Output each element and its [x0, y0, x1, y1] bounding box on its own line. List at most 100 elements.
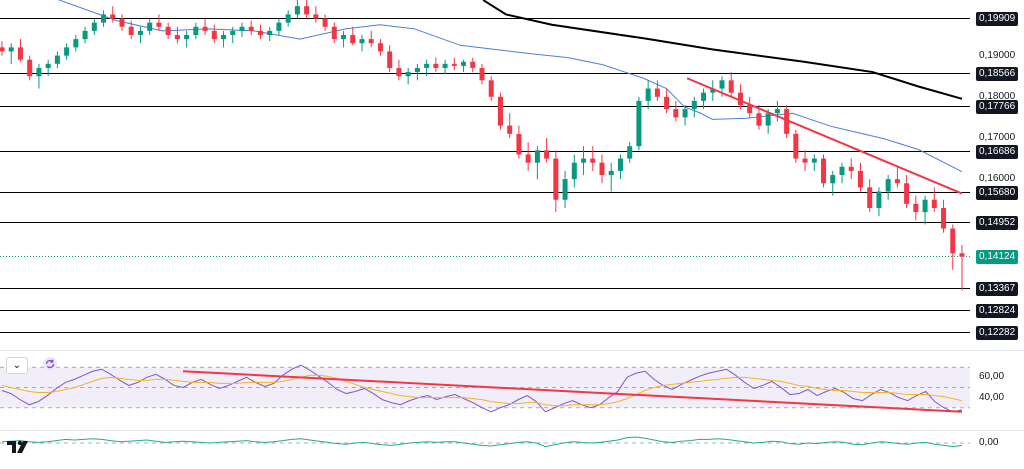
candle-body — [119, 18, 125, 27]
candle-body — [894, 179, 900, 184]
candle-body — [525, 154, 531, 163]
candle-body — [784, 109, 790, 134]
candle-body — [507, 125, 513, 134]
candle-body — [128, 26, 134, 36]
candle-body — [211, 30, 217, 40]
candle-body — [728, 80, 734, 93]
candle-body — [331, 26, 337, 40]
candle-body — [45, 63, 51, 68]
level-label: 0,19909 — [976, 11, 1019, 26]
candle-body — [664, 96, 670, 110]
candle-body — [673, 109, 679, 118]
momentum-line — [1, 436, 963, 448]
candle-body — [442, 63, 448, 68]
candle-body — [931, 199, 937, 208]
candle-body — [562, 179, 568, 200]
candlesticks — [0, 0, 965, 291]
level-label: 0,18566 — [976, 66, 1019, 81]
level-label: 0,12824 — [976, 303, 1019, 318]
candle-body — [682, 109, 688, 118]
candle-body — [424, 63, 430, 68]
collapse-button[interactable]: ⌄ — [6, 357, 28, 374]
candle-body — [941, 207, 947, 229]
candle-body — [304, 6, 310, 15]
level-label: 0,15680 — [976, 185, 1019, 200]
candle-body — [627, 146, 633, 159]
candle-body — [396, 67, 402, 77]
candle-body — [581, 158, 587, 163]
candle-body — [774, 109, 780, 114]
price-axis-tick: 0,18000 — [979, 90, 1016, 102]
candle-body — [27, 59, 33, 77]
candle-body — [174, 35, 180, 40]
rsi-axis-tick: 60,00 — [979, 371, 1005, 383]
candle-body — [377, 43, 383, 52]
rsi-axis-tick: 40,00 — [979, 391, 1005, 403]
candle-body — [147, 22, 153, 31]
candle-body — [516, 133, 522, 155]
level-label: 0,16686 — [976, 144, 1019, 159]
candle-body — [636, 100, 642, 147]
candle-body — [322, 18, 328, 27]
candle-body — [913, 203, 919, 213]
candle-body — [461, 61, 467, 66]
candle-body — [701, 92, 707, 101]
candle-body — [867, 187, 873, 208]
last-price-label: 0,14124 — [976, 249, 1019, 264]
candle-body — [341, 35, 347, 40]
candle-body — [534, 150, 540, 163]
candle-body — [257, 30, 263, 36]
trendline — [686, 77, 963, 195]
moving-averages — [57, 0, 963, 173]
candle-body — [156, 22, 162, 27]
candle-body — [313, 14, 319, 19]
candle-body — [802, 158, 808, 163]
candle-body — [756, 113, 762, 126]
candle-body — [73, 39, 79, 48]
candle-body — [368, 39, 374, 44]
candle-body — [184, 35, 190, 40]
candle-body — [599, 162, 605, 176]
candle-body — [950, 228, 956, 254]
candle-body — [904, 183, 910, 204]
candle-body — [221, 35, 227, 40]
support-resistance-levels — [0, 18, 970, 333]
candle-body — [294, 6, 300, 15]
candle-body — [719, 80, 725, 89]
candle-body — [137, 30, 143, 36]
candle-body — [608, 170, 614, 176]
candle-body — [793, 133, 799, 159]
refresh-icon[interactable] — [42, 356, 58, 372]
candle-body — [101, 14, 107, 23]
candle-body — [922, 199, 928, 213]
candle-body — [285, 14, 291, 23]
candle-body — [36, 67, 42, 77]
candle-body — [553, 158, 559, 200]
moving-average-slow — [482, 0, 963, 100]
candle-body — [645, 88, 651, 101]
candle-body — [230, 30, 236, 36]
moving-average-fast — [57, 0, 963, 173]
price-axis-tick: 0,19000 — [979, 49, 1016, 61]
candle-body — [479, 67, 485, 81]
candle-body — [857, 170, 863, 188]
candle-body — [433, 63, 439, 68]
candle-body — [590, 158, 596, 163]
trendline-main — [686, 77, 963, 195]
candle-body — [811, 158, 817, 163]
rsi-trendline — [182, 370, 963, 413]
candle-body — [821, 158, 827, 184]
momentum-pane — [0, 430, 1024, 448]
candle-body — [91, 22, 97, 31]
candle-body — [202, 26, 208, 31]
level-label: 0,12282 — [976, 325, 1019, 340]
momentum-axis-tick: 0,00 — [979, 437, 999, 448]
rsi-line — [1, 364, 963, 413]
candle-body — [959, 253, 965, 257]
candle-body — [359, 39, 365, 44]
candle-body — [765, 113, 771, 126]
candle-body — [497, 96, 503, 126]
candle-body — [64, 47, 70, 56]
candle-body — [848, 166, 854, 171]
